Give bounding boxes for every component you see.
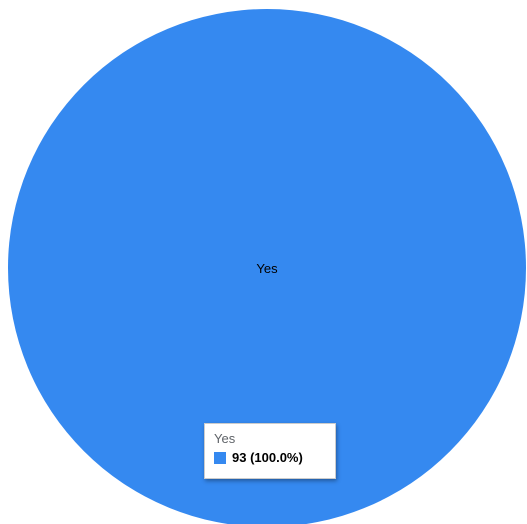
tooltip-title: Yes (214, 431, 236, 446)
tooltip-value: 93 (100.0%) (232, 450, 303, 465)
tooltip-swatch (214, 452, 226, 464)
pie-slices (8, 9, 526, 524)
pie-slice-label: Yes (256, 261, 278, 276)
pie-slice-yes[interactable] (8, 9, 526, 524)
tooltip-row: 93 (100.0%) (214, 450, 326, 466)
chart-tooltip: Yes 93 (100.0%) (204, 423, 336, 479)
pie-slice-labels: Yes (256, 261, 278, 276)
